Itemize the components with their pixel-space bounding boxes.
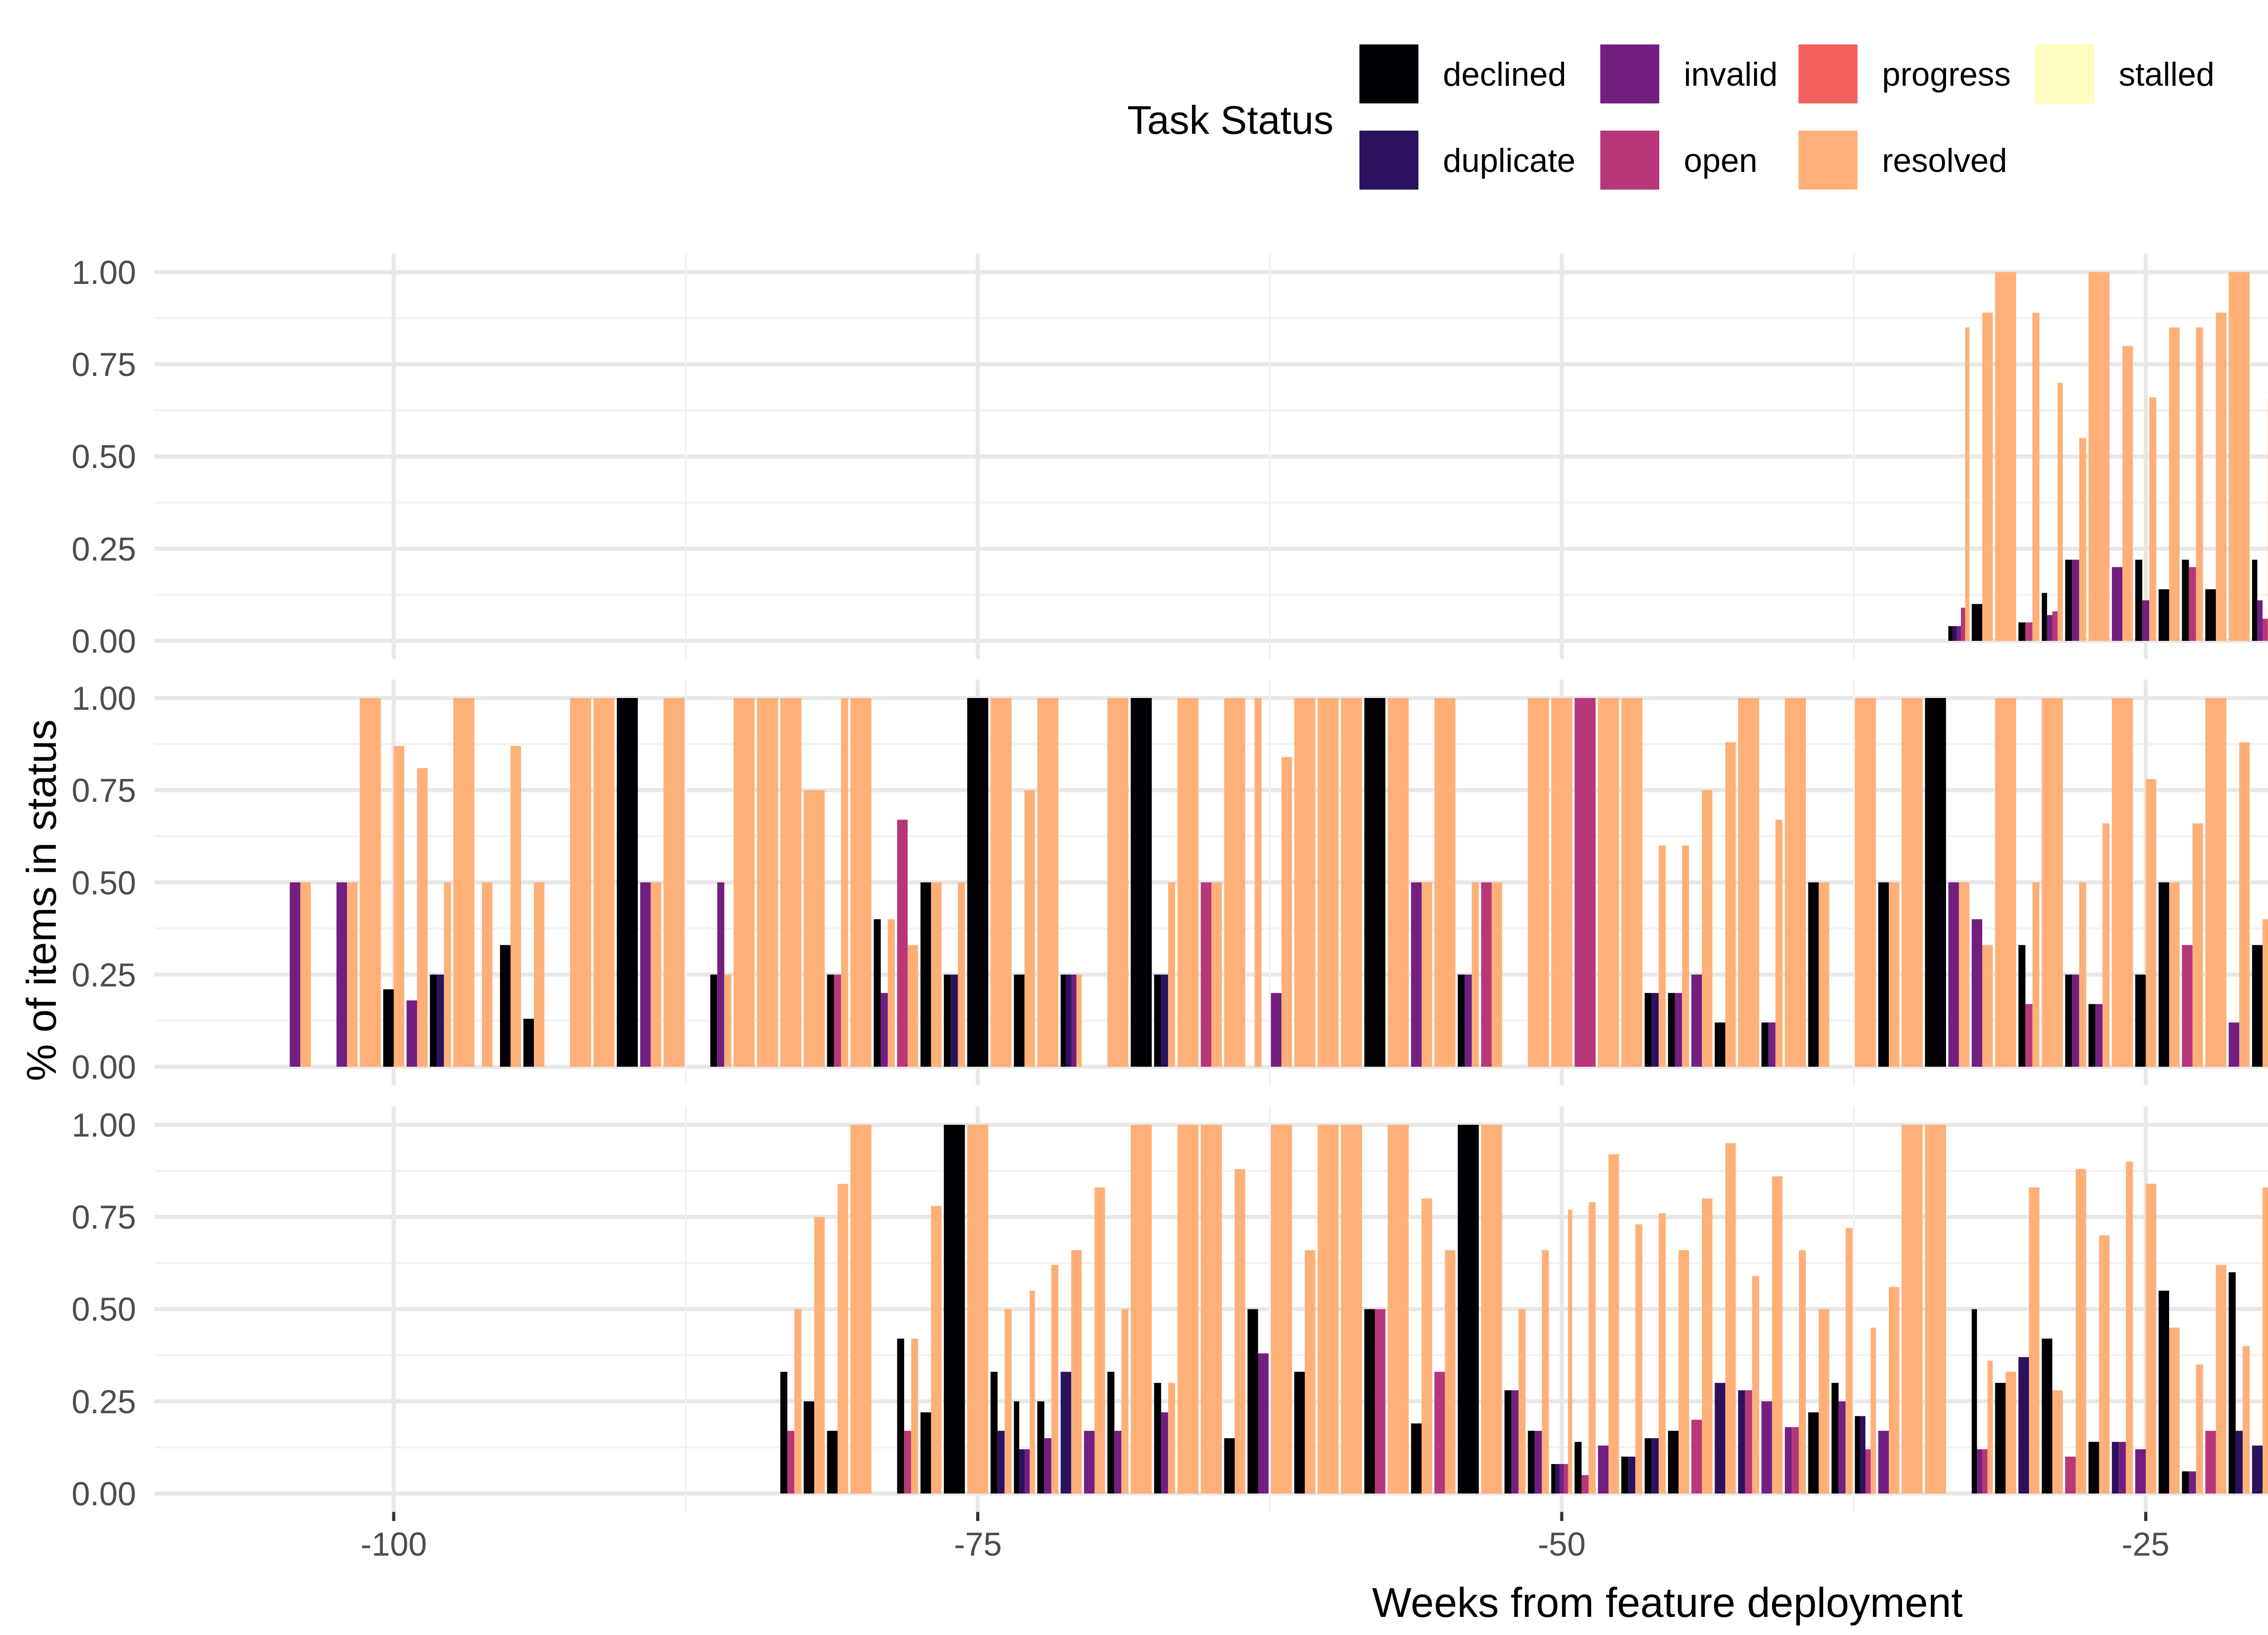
svg-text:-50: -50 xyxy=(1538,1526,1586,1563)
svg-text:duplicate: duplicate xyxy=(1443,142,1575,179)
svg-text:progress: progress xyxy=(1882,56,2011,93)
svg-text:0.50: 0.50 xyxy=(72,865,136,902)
svg-text:declined: declined xyxy=(1443,56,1566,93)
svg-text:Weeks from feature deployment: Weeks from feature deployment xyxy=(1372,1580,1963,1626)
svg-text:Task Status: Task Status xyxy=(1127,98,1334,142)
svg-text:0.00: 0.00 xyxy=(72,623,136,660)
svg-text:1.00: 1.00 xyxy=(72,1107,136,1144)
svg-text:-100: -100 xyxy=(361,1526,427,1563)
svg-text:open: open xyxy=(1684,142,1757,179)
svg-text:1.00: 1.00 xyxy=(72,680,136,717)
svg-text:stalled: stalled xyxy=(2119,56,2214,93)
svg-text:0.25: 0.25 xyxy=(72,957,136,994)
svg-text:0.50: 0.50 xyxy=(72,1291,136,1328)
svg-text:resolved: resolved xyxy=(1882,142,2007,179)
svg-text:invalid: invalid xyxy=(1684,56,1778,93)
svg-text:-75: -75 xyxy=(954,1526,1002,1563)
svg-text:1.00: 1.00 xyxy=(72,254,136,291)
svg-text:0.00: 0.00 xyxy=(72,1476,136,1513)
svg-text:0.75: 0.75 xyxy=(72,772,136,809)
svg-text:0.50: 0.50 xyxy=(72,439,136,475)
svg-text:0.75: 0.75 xyxy=(72,347,136,383)
svg-text:% of items in status: % of items in status xyxy=(19,719,65,1081)
svg-text:0.25: 0.25 xyxy=(72,531,136,568)
svg-text:0.00: 0.00 xyxy=(72,1049,136,1086)
svg-text:0.25: 0.25 xyxy=(72,1384,136,1420)
svg-text:0.75: 0.75 xyxy=(72,1199,136,1236)
svg-text:-25: -25 xyxy=(2121,1526,2170,1563)
